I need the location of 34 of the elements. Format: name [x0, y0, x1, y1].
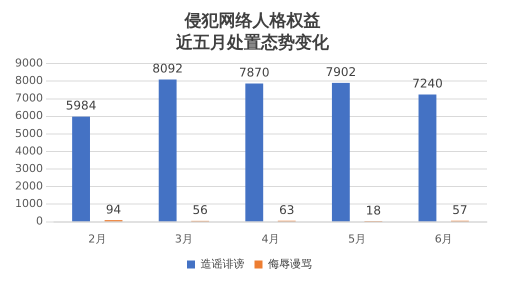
- y-tick-label: 9000: [14, 56, 43, 70]
- y-tick-label: 0: [36, 214, 43, 228]
- y-tick-label: 4000: [14, 144, 43, 158]
- y-tick-label: 8000: [14, 74, 43, 88]
- chart-title: 侵犯网络人格权益: [183, 10, 322, 32]
- legend-label: 造谣诽谤: [200, 257, 244, 270]
- data-label: 94: [106, 202, 122, 216]
- data-label: 7240: [412, 76, 443, 91]
- y-tick-label: 7000: [14, 92, 43, 105]
- x-tick-label: 2月: [88, 232, 106, 246]
- data-label: 56: [192, 202, 208, 217]
- data-label: 5984: [66, 98, 96, 113]
- y-tick-label: 6000: [14, 109, 43, 122]
- bar: [418, 94, 436, 222]
- bar: [245, 83, 264, 222]
- legend-label: 侮辱谩骂: [268, 257, 312, 270]
- x-tick-label: 6月: [434, 232, 453, 246]
- data-label: 7902: [326, 65, 356, 80]
- y-tick-label: 5000: [14, 126, 43, 140]
- data-label: 8092: [152, 62, 183, 76]
- data-label: 18: [366, 204, 381, 218]
- y-tick-label: 2000: [14, 180, 43, 193]
- data-label: 7870: [238, 66, 270, 80]
- bar: [332, 82, 350, 222]
- x-tick-label: 5月: [348, 232, 366, 246]
- x-tick-label: 4月: [261, 232, 280, 246]
- data-label: 57: [452, 202, 468, 217]
- y-tick-label: 3000: [14, 162, 43, 175]
- bar: [158, 80, 177, 222]
- data-label: 63: [279, 202, 294, 217]
- x-tick-label: 3月: [174, 232, 193, 246]
- bar: [72, 116, 90, 222]
- chart-subtitle: 近五月处置态势变化: [175, 32, 330, 54]
- y-tick-label: 1000: [14, 197, 43, 210]
